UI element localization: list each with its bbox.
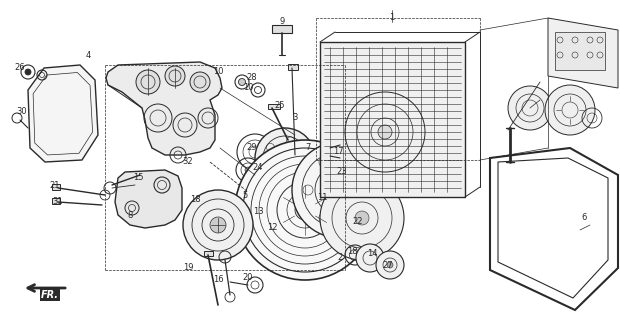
Text: 22: 22 [353,218,363,227]
Circle shape [355,211,369,225]
Polygon shape [115,170,182,228]
Circle shape [508,86,552,130]
Text: 24: 24 [253,164,264,172]
Circle shape [292,142,388,238]
Text: 13: 13 [253,207,264,217]
Text: 32: 32 [183,157,193,166]
Text: 8: 8 [127,211,133,220]
Circle shape [320,176,404,260]
Text: 19: 19 [183,263,193,273]
Text: 6: 6 [582,213,587,222]
Text: FR.: FR. [41,290,59,300]
Text: 3: 3 [292,114,298,123]
Bar [555,32,605,70]
Text: 28: 28 [247,74,257,83]
Text: 12: 12 [267,223,277,233]
Circle shape [545,85,595,135]
Circle shape [255,128,315,188]
Text: 2: 2 [337,253,343,262]
Text: 17: 17 [333,148,343,156]
Text: 18: 18 [190,196,200,204]
Bar [272,25,292,33]
Text: 29: 29 [247,143,257,153]
Bar [320,42,465,197]
Circle shape [356,244,384,272]
Text: 25: 25 [275,100,285,109]
Text: FR.: FR. [41,290,59,300]
Text: 4: 4 [86,51,91,60]
Polygon shape [28,65,98,162]
Text: 15: 15 [133,173,143,182]
Text: 30: 30 [17,108,27,116]
Text: 18: 18 [347,247,357,257]
Circle shape [235,140,375,280]
Text: 23: 23 [337,167,347,177]
Circle shape [295,200,315,220]
Text: 10: 10 [243,84,253,92]
Text: 20: 20 [243,274,253,283]
Text: 27: 27 [383,260,393,269]
Circle shape [378,125,392,139]
Bar [52,184,60,190]
Polygon shape [548,18,618,88]
Circle shape [210,217,226,233]
Circle shape [183,190,253,260]
Bar [288,64,298,70]
Text: 16: 16 [213,276,223,284]
Bar [204,251,213,256]
Circle shape [190,72,210,92]
Text: 26: 26 [15,63,25,73]
Text: 1: 1 [389,13,394,22]
Text: 9: 9 [280,18,285,27]
Bar [268,104,280,109]
Circle shape [136,70,160,94]
Circle shape [239,78,246,85]
Text: 11: 11 [317,194,327,203]
Circle shape [387,262,393,268]
Text: 31: 31 [53,197,63,206]
Circle shape [245,167,251,173]
Circle shape [25,69,31,75]
Text: 5: 5 [242,190,247,199]
Text: 10: 10 [213,68,223,76]
Circle shape [376,251,404,279]
Circle shape [165,66,185,86]
Polygon shape [106,62,222,155]
Text: 21: 21 [50,180,60,189]
Text: 14: 14 [367,250,377,259]
Text: 7: 7 [305,143,311,153]
Bar [52,198,60,204]
